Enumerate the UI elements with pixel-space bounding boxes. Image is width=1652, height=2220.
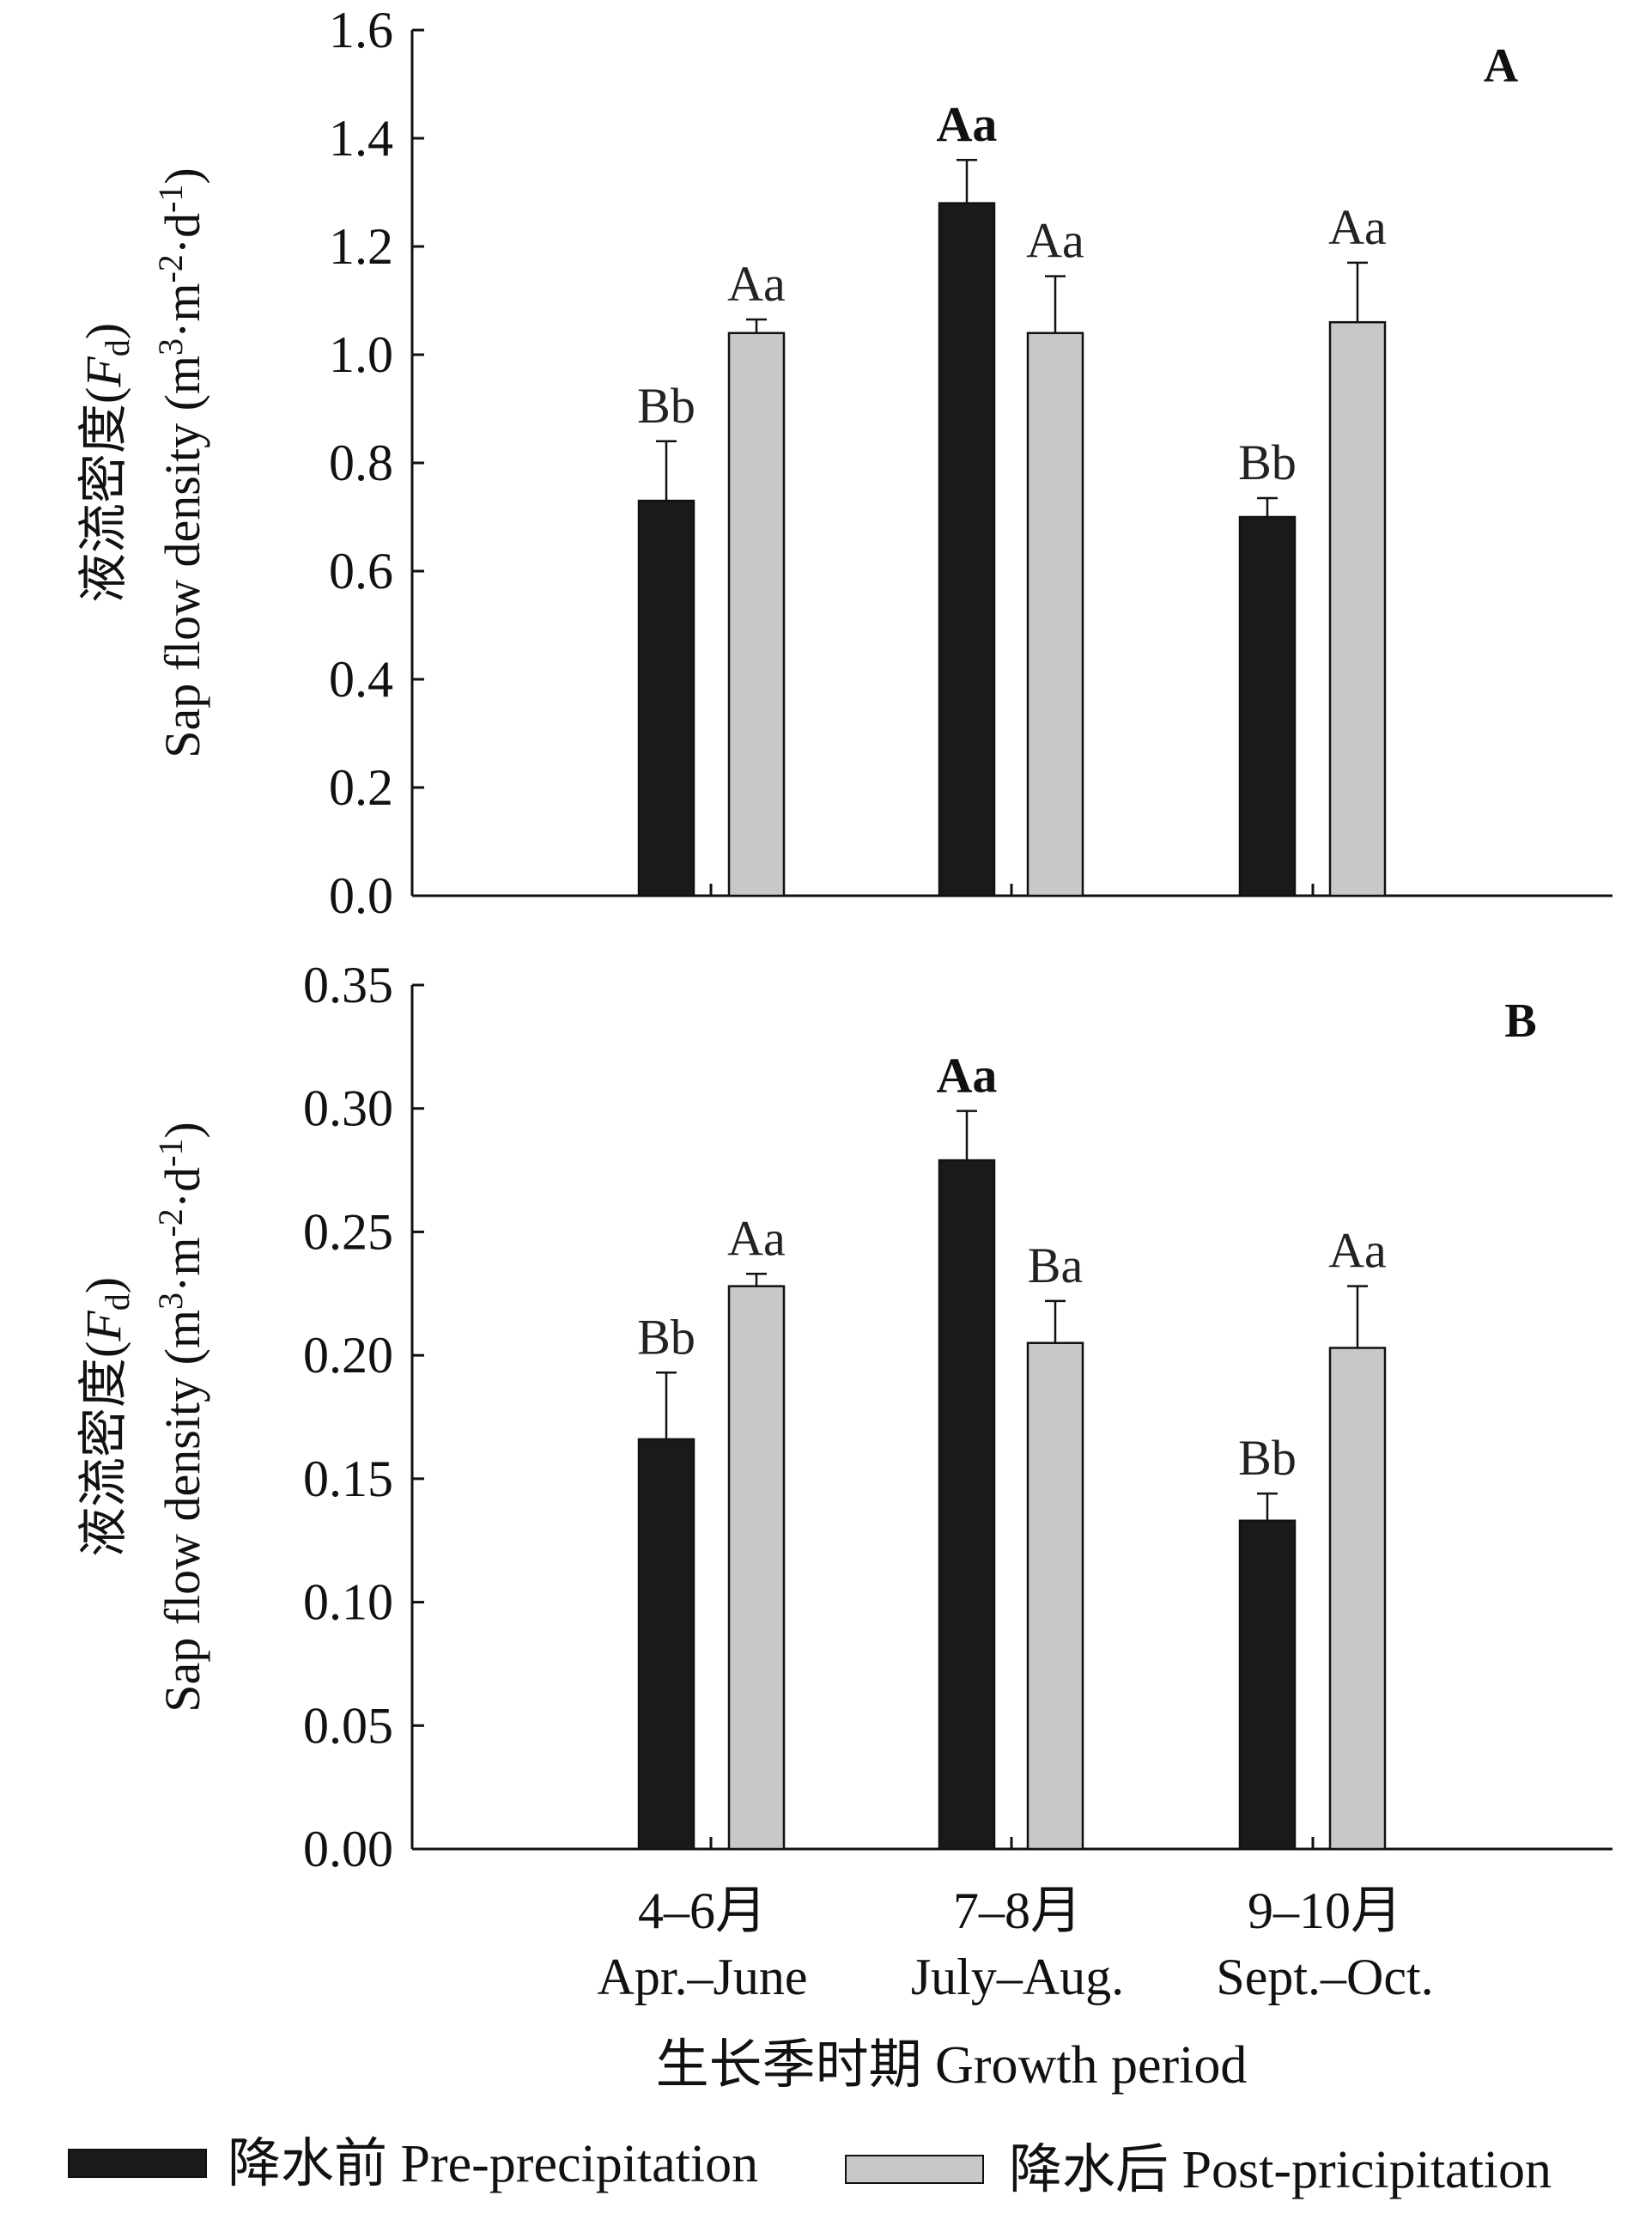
y-axis-title-en: Sap flow density (m3·m-2·d-1) [151, 167, 210, 758]
y-tick-label: 0.30 [303, 1080, 393, 1137]
y-tick-label: 0.35 [303, 957, 393, 1013]
y-tick-label: 0.8 [329, 435, 393, 491]
legend-label-pre: 降水前 Pre-precipitation [228, 2135, 758, 2193]
y-tick-label: 0.15 [303, 1451, 393, 1507]
y-tick-label: 1.6 [329, 2, 393, 58]
x-category-label-cn: 9–10月 [1248, 1882, 1402, 1939]
panel-letter: B [1504, 994, 1536, 1048]
bar-post-precipitation [1026, 1341, 1084, 1851]
y-axis-title-en: Sap flow density (m3·m-2·d-1) [151, 1122, 210, 1712]
chart-panel-a: 0.0 0.2 0.4 0.6 0.8 1.0 1.2 1.4 1.6 Bb Aa Bb Aa Aa Aa A… [76, 2, 1613, 924]
significance-label: Aa [1328, 199, 1387, 255]
legend-swatch-post [845, 2155, 984, 2184]
significance-label: Aa [727, 256, 786, 312]
y-tick-label: 0.00 [303, 1821, 393, 1877]
legend-swatch-pre [68, 2149, 207, 2178]
y-tick-label: 0.25 [303, 1203, 393, 1260]
significance-label: Aa [937, 96, 998, 152]
y-axis-title-cn: 液流密度(Fd) [76, 1277, 137, 1557]
significance-label: Aa [1026, 213, 1084, 269]
bar-post-precipitation [1026, 331, 1084, 897]
bar-pre-precipitation [637, 499, 695, 897]
legend-label-post: 降水后 Post-pricipitation [1009, 2141, 1552, 2199]
y-tick-label: 0.20 [303, 1327, 393, 1384]
x-category-label-cn: 4–6月 [638, 1882, 767, 1939]
y-tick-label: 0.10 [303, 1574, 393, 1631]
bar-post-precipitation [1328, 320, 1387, 897]
bar-post-precipitation [727, 1285, 786, 1851]
bar-pre-precipitation [938, 1159, 996, 1851]
x-category-label-en: Sept.–Oct. [1216, 1949, 1433, 2005]
x-axis-category-labels: 4–6月 7–8月 9–10月 Apr.–June July–Aug. Sept… [598, 1882, 1434, 2005]
significance-label: Aa [1328, 1223, 1387, 1279]
significance-label: Aa [937, 1048, 998, 1104]
y-tick-label: 1.4 [329, 110, 393, 167]
y-tick-label: 1.2 [329, 218, 393, 275]
bar-pre-precipitation [1238, 515, 1297, 897]
significance-label: Bb [637, 1309, 695, 1365]
y-tick-label: 0.6 [329, 543, 393, 599]
y-tick-label: 0.0 [329, 867, 393, 924]
legend: 降水前 Pre-precipitation 降水后 Post-pricipita… [68, 2135, 1552, 2199]
bar-post-precipitation [1328, 1347, 1387, 1851]
significance-label: Bb [1238, 435, 1297, 490]
y-tick-label: 0.4 [329, 651, 393, 708]
chart-panel-b: 0.00 0.05 0.10 0.15 0.20 0.25 0.30 0.35 Bb Aa Bb Aa… [76, 957, 1613, 1877]
significance-label: Ba [1028, 1238, 1083, 1293]
significance-label: Aa [727, 1210, 786, 1266]
x-category-label-en: Apr.–June [598, 1949, 808, 2005]
bar-post-precipitation [727, 331, 786, 897]
y-tick-label: 0.2 [329, 759, 393, 816]
panel-letter: A [1484, 40, 1519, 93]
y-tick-label: 1.0 [329, 326, 393, 383]
x-axis-title: 生长季时期 Growth period [656, 2036, 1248, 2095]
significance-label: Bb [1238, 1430, 1297, 1486]
bar-pre-precipitation [938, 202, 996, 897]
y-axis-title-cn: 液流密度(Fd) [76, 323, 137, 603]
x-category-label-en: July–Aug. [911, 1949, 1124, 2005]
bar-pre-precipitation [637, 1438, 695, 1851]
bar-pre-precipitation [1238, 1519, 1297, 1851]
x-category-label-cn: 7–8月 [953, 1882, 1082, 1939]
significance-label: Bb [637, 378, 695, 434]
y-tick-label: 0.05 [303, 1697, 393, 1754]
